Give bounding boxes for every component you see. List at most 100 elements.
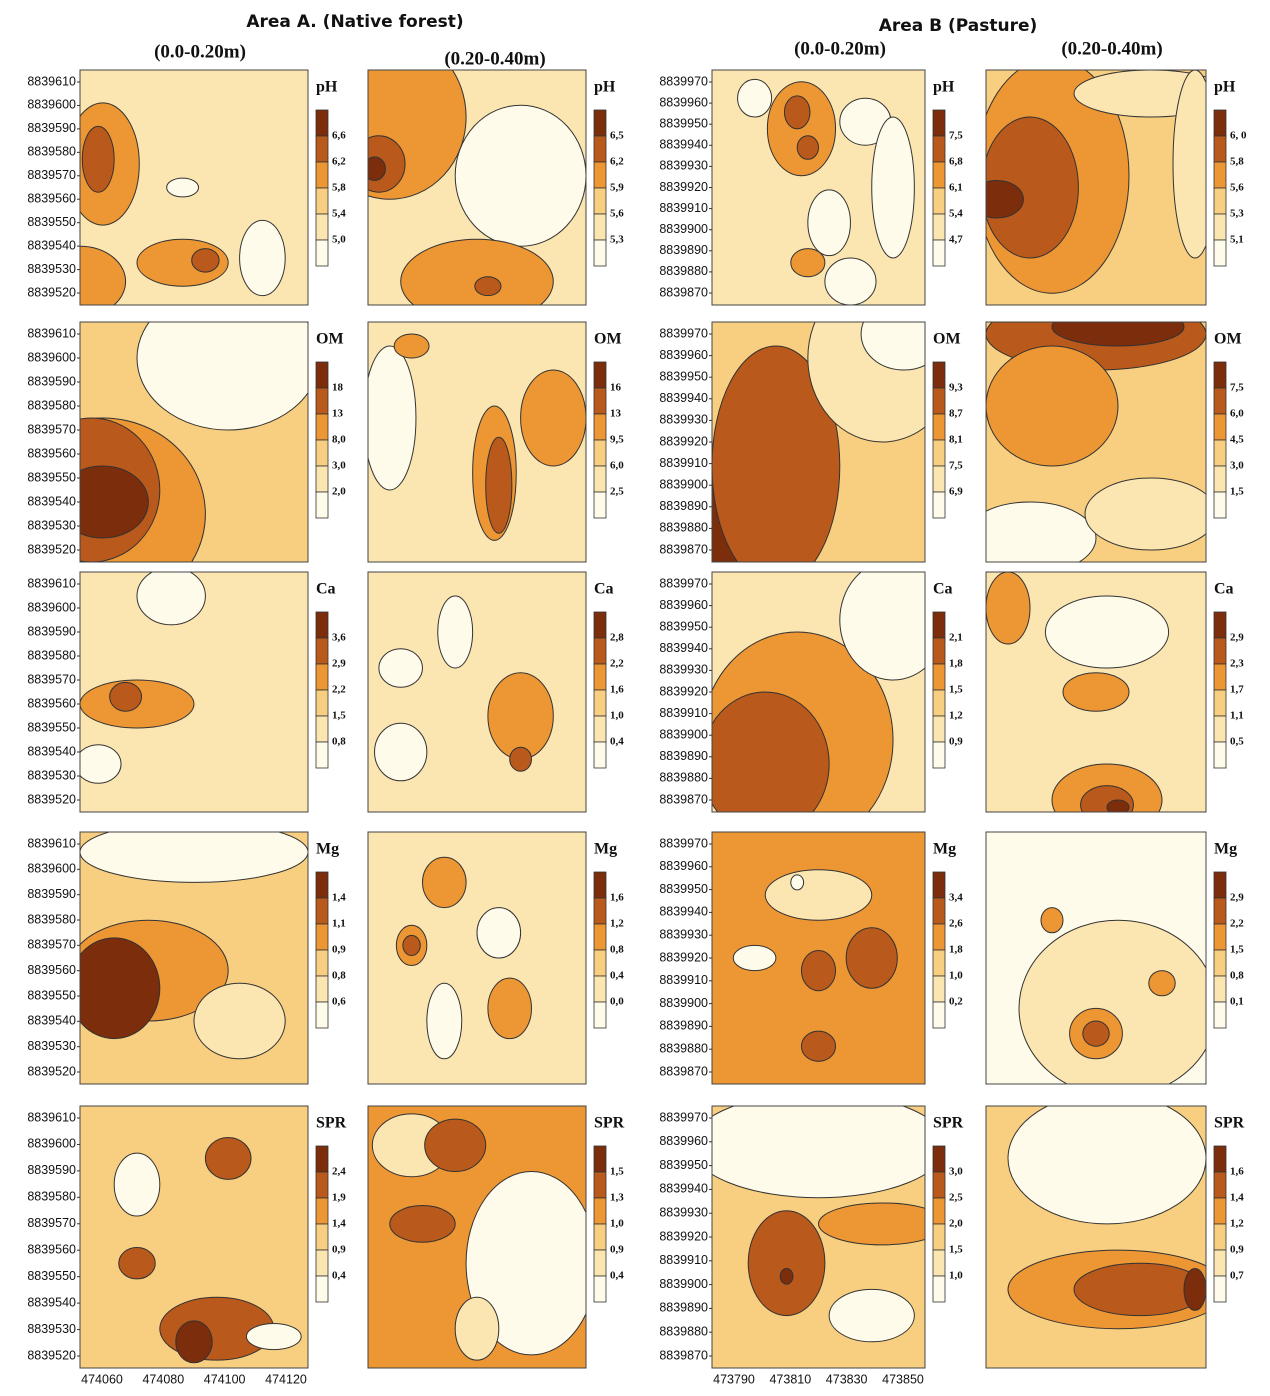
- legend-label: 5,0: [332, 234, 346, 246]
- legend-label: 0,4: [332, 1270, 346, 1282]
- legend-label: 6, 0: [1230, 130, 1247, 142]
- y-tick-label: 8839530: [27, 1322, 76, 1336]
- y-tick-label: 8839600: [27, 1137, 76, 1151]
- legend-band: [1214, 214, 1226, 240]
- x-tick-label: 473830: [826, 1372, 868, 1386]
- legend-band: [316, 492, 328, 518]
- legend-band: [1214, 362, 1226, 388]
- y-tick-label: 8839890: [659, 499, 708, 513]
- contour: [246, 1323, 301, 1349]
- legend-band: [933, 690, 945, 716]
- y-tick-label: 8839610: [27, 74, 76, 88]
- contour: [82, 126, 114, 192]
- legend-label: 0,9: [949, 736, 963, 748]
- legend-band: [1214, 1172, 1226, 1198]
- variable-label: Mg: [594, 841, 617, 858]
- y-tick-label: 8839590: [27, 374, 76, 388]
- contour: [488, 673, 553, 759]
- x-tick-label: 474060: [81, 1372, 123, 1386]
- legend-band: [1214, 1146, 1226, 1172]
- legend-band: [594, 716, 606, 742]
- variable-label: SPR: [316, 1115, 347, 1132]
- legend-band: [1214, 1002, 1226, 1028]
- contour: [801, 1031, 835, 1061]
- legend-label: 6,8: [949, 156, 963, 168]
- variable-label: SPR: [933, 1115, 964, 1132]
- contour: [69, 938, 160, 1039]
- legend-label: 1,0: [610, 710, 624, 722]
- legend-label: 4,5: [1230, 434, 1244, 446]
- y-tick-label: 8839550: [27, 988, 76, 1002]
- y-tick-label: 8839960: [659, 598, 708, 612]
- legend-label: 6,0: [1230, 408, 1244, 420]
- contour: [1184, 1268, 1206, 1310]
- legend-label: 1,9: [332, 1192, 346, 1204]
- legend-band: [933, 388, 945, 414]
- legend-band: [316, 898, 328, 924]
- legend-band: [594, 612, 606, 638]
- legend-label: 6,9: [949, 486, 963, 498]
- y-tick-label: 8839560: [27, 192, 76, 206]
- legend-band: [933, 742, 945, 768]
- y-tick-label: 8839880: [659, 1041, 708, 1055]
- legend-band: [1214, 950, 1226, 976]
- depth-label: (0.20-0.40m): [444, 48, 545, 69]
- legend-label: 6,1: [949, 182, 963, 194]
- legend-band: [316, 716, 328, 742]
- legend-label: 1,8: [949, 658, 963, 670]
- legend-band: [1214, 414, 1226, 440]
- contour: [748, 1211, 825, 1316]
- y-tick-label: 8839590: [27, 624, 76, 638]
- legend-label: 0,9: [332, 944, 346, 956]
- y-tick-label: 8839900: [659, 222, 708, 236]
- y-tick-label: 8839910: [659, 973, 708, 987]
- legend-band: [594, 362, 606, 388]
- y-tick-label: 8839960: [659, 859, 708, 873]
- legend-band: [933, 638, 945, 664]
- legend-band: [316, 950, 328, 976]
- legend-label: 2,9: [1230, 632, 1244, 644]
- y-tick-label: 8839530: [27, 768, 76, 782]
- legend-label: 5,4: [949, 208, 963, 220]
- legend-band: [316, 188, 328, 214]
- legend-band: [594, 136, 606, 162]
- y-tick-label: 8839940: [659, 138, 708, 152]
- legend-label: 1,5: [949, 1244, 963, 1256]
- legend-band: [594, 872, 606, 898]
- legend-label: 13: [332, 408, 344, 420]
- y-tick-label: 8839960: [659, 95, 708, 109]
- y-tick-label: 8839960: [659, 348, 708, 362]
- legend-band: [594, 976, 606, 1002]
- contour: [829, 1289, 914, 1341]
- legend-band: [594, 1146, 606, 1172]
- legend-band: [594, 240, 606, 266]
- legend-band: [933, 362, 945, 388]
- legend-band: [594, 690, 606, 716]
- x-tick-label: 473850: [882, 1372, 924, 1386]
- contour: [797, 136, 818, 160]
- legend-band: [1214, 664, 1226, 690]
- legend-label: 1,0: [949, 1270, 963, 1282]
- y-tick-label: 8839890: [659, 1301, 708, 1315]
- legend-label: 6,2: [610, 156, 624, 168]
- legend-band: [594, 664, 606, 690]
- legend-band: [594, 924, 606, 950]
- contour: [75, 745, 121, 783]
- x-tick-label: 474120: [265, 1372, 307, 1386]
- y-tick-label: 8839870: [659, 792, 708, 806]
- contour: [379, 649, 423, 687]
- y-tick-label: 8839930: [659, 663, 708, 677]
- legend-label: 1,3: [610, 1192, 624, 1204]
- variable-label: Ca: [1214, 581, 1234, 598]
- y-tick-label: 8839900: [659, 996, 708, 1010]
- variable-label: pH: [594, 79, 616, 96]
- legend-label: 6,0: [610, 460, 624, 472]
- legend-label: 1,7: [1230, 684, 1244, 696]
- legend-band: [1214, 898, 1226, 924]
- legend-band: [594, 898, 606, 924]
- legend-band: [933, 466, 945, 492]
- legend-band: [933, 898, 945, 924]
- y-tick-label: 8839600: [27, 600, 76, 614]
- legend-band: [594, 188, 606, 214]
- legend-label: 2,4: [332, 1166, 346, 1178]
